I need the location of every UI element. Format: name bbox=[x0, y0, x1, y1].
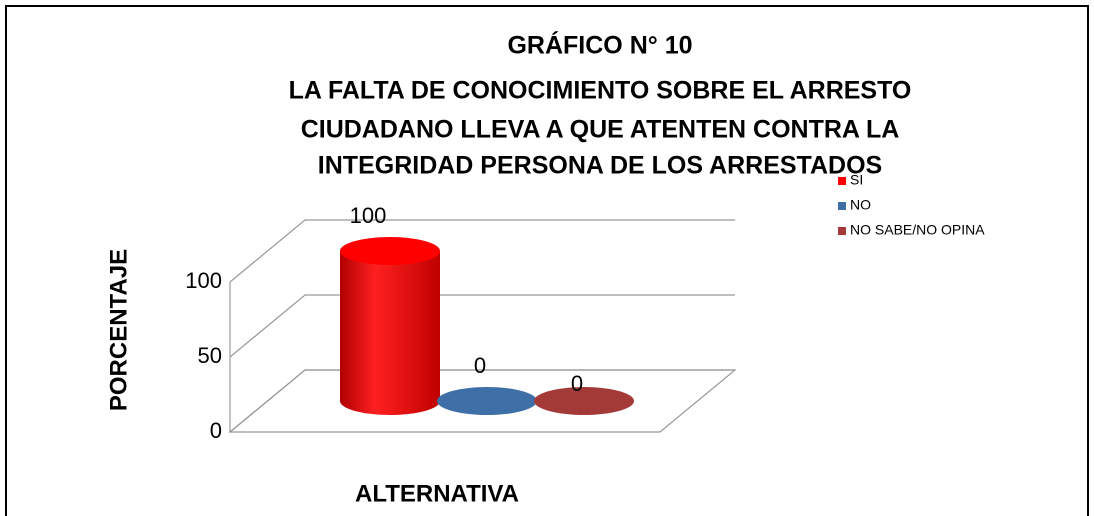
value-label: 0 bbox=[474, 353, 486, 378]
frame bbox=[5, 5, 1089, 516]
legend-label: SI bbox=[850, 172, 863, 188]
y-tick-label: 50 bbox=[198, 343, 222, 368]
bar-top bbox=[340, 237, 440, 265]
grid-line bbox=[229, 294, 735, 358]
x-axis-title: ALTERNATIVA bbox=[355, 480, 519, 507]
bar bbox=[340, 237, 440, 415]
y-axis-title: PORCENTAJE bbox=[105, 249, 132, 411]
value-label: 0 bbox=[571, 371, 583, 396]
legend-swatch bbox=[838, 202, 846, 210]
legend-label: NO bbox=[850, 197, 871, 213]
bar bbox=[534, 387, 634, 415]
chart-title: INTEGRIDAD PERSONA DE LOS ARRESTADOS bbox=[318, 152, 882, 180]
chart-title: CIUDADANO LLEVA A QUE ATENTEN CONTRA LA bbox=[301, 116, 900, 144]
grid-line bbox=[229, 369, 735, 433]
chart-title: LA FALTA DE CONOCIMIENTO SOBRE EL ARREST… bbox=[289, 77, 912, 105]
chart-title: GRÁFICO N° 10 bbox=[507, 31, 692, 60]
y-tick-label: 100 bbox=[185, 268, 222, 293]
bar-top bbox=[437, 387, 537, 415]
grid-line bbox=[229, 219, 735, 283]
bar-top bbox=[534, 387, 634, 415]
value-label: 100 bbox=[350, 203, 387, 228]
legend-swatch bbox=[838, 227, 846, 235]
y-tick-label: 0 bbox=[210, 418, 222, 443]
legend-label: NO SABE/NO OPINA bbox=[850, 222, 985, 238]
bar bbox=[437, 387, 537, 415]
bar-body bbox=[340, 251, 440, 415]
legend-swatch bbox=[838, 177, 846, 185]
